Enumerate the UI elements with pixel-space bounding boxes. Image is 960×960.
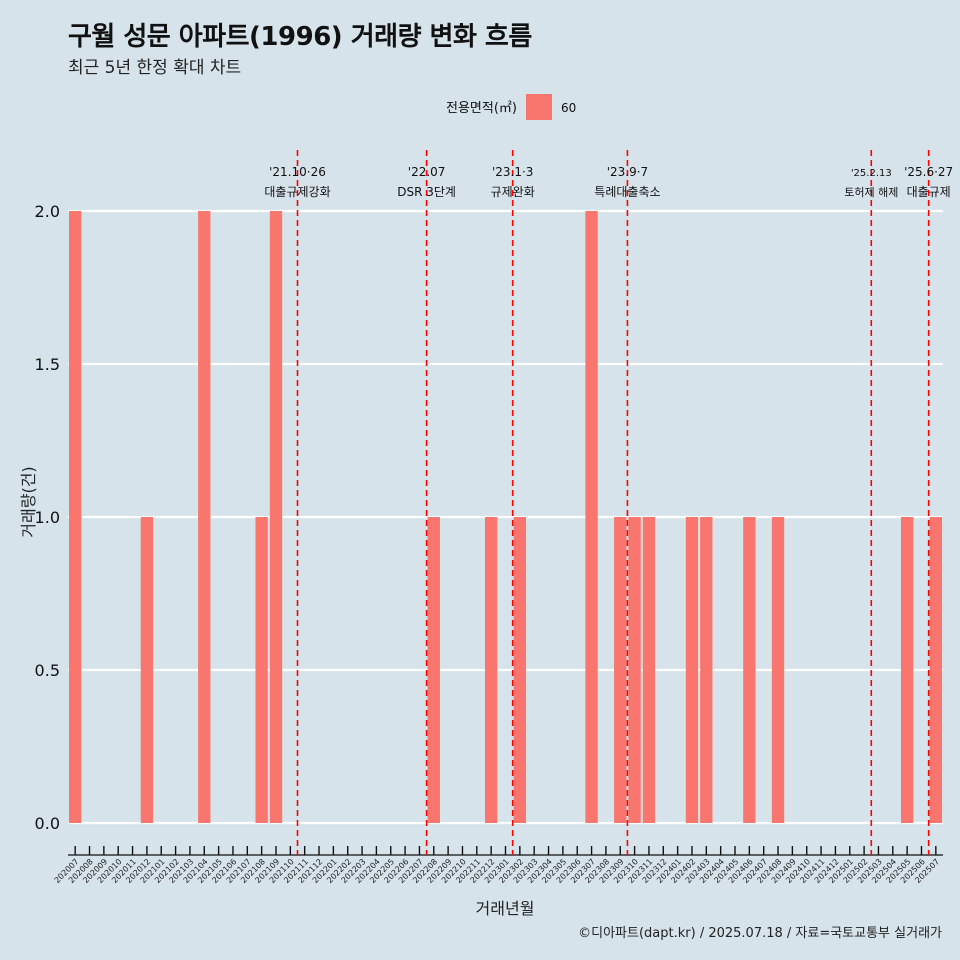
- y-tick-label: 2.0: [35, 202, 60, 221]
- bar-202104: [198, 211, 211, 823]
- legend-label: 60: [561, 101, 576, 115]
- bar-202212: [484, 517, 498, 823]
- annotation-text: 규제완화: [491, 185, 535, 199]
- legend-title: 전용면적(㎡): [446, 101, 517, 116]
- y-tick-label: 1.0: [35, 508, 60, 527]
- chart-title: 구월 성문 아파트(1996) 거래량 변화 흐름: [68, 22, 532, 52]
- annotation-text: 대출규제: [907, 185, 951, 199]
- bar-202507: [929, 517, 942, 823]
- bar-202310: [628, 517, 641, 823]
- bar-202302: [513, 517, 527, 823]
- annotation-text: 특례대출축소: [594, 185, 660, 199]
- legend-swatch: [526, 94, 552, 120]
- annotation-date: '21.10·26: [269, 165, 326, 179]
- annotation-text: 토허제 해제: [844, 185, 898, 199]
- bar-202505: [900, 517, 914, 823]
- bar-202403: [700, 517, 713, 823]
- y-tick-label: 0.5: [35, 661, 60, 680]
- bar-202307: [585, 211, 598, 823]
- bar-202208: [427, 517, 440, 823]
- y-axis-title: 거래량(건): [19, 466, 38, 537]
- source-caption: ©디아파트(dapt.kr) / 2025.07.18 / 자료=국토교통부 실…: [578, 926, 942, 941]
- chart-subtitle: 최근 5년 한정 확대 차트: [68, 58, 242, 78]
- x-axis-title: 거래년월: [476, 899, 535, 918]
- bar-202402: [685, 517, 699, 823]
- annotation-date: '25.6·27: [904, 165, 953, 179]
- y-tick-label: 1.5: [35, 355, 60, 374]
- annotation-text: DSR 3단계: [397, 185, 456, 199]
- bar-202406: [743, 517, 756, 823]
- bar-202012: [140, 517, 154, 823]
- annotation-date: '23.9·7: [607, 165, 648, 179]
- bar-202007: [69, 211, 82, 823]
- bar-202309: [614, 517, 627, 823]
- annotation-text: 대출규제강화: [264, 185, 330, 199]
- annotation-date: '22.07: [408, 165, 446, 179]
- bar-202408: [771, 517, 785, 823]
- bar-202311: [642, 517, 656, 823]
- bar-202109: [269, 211, 283, 823]
- annotation-date: '25.2.13: [851, 168, 892, 179]
- bar-202108: [255, 517, 268, 823]
- y-tick-label: 0.0: [35, 814, 60, 833]
- annotation-date: '23.1·3: [492, 165, 533, 179]
